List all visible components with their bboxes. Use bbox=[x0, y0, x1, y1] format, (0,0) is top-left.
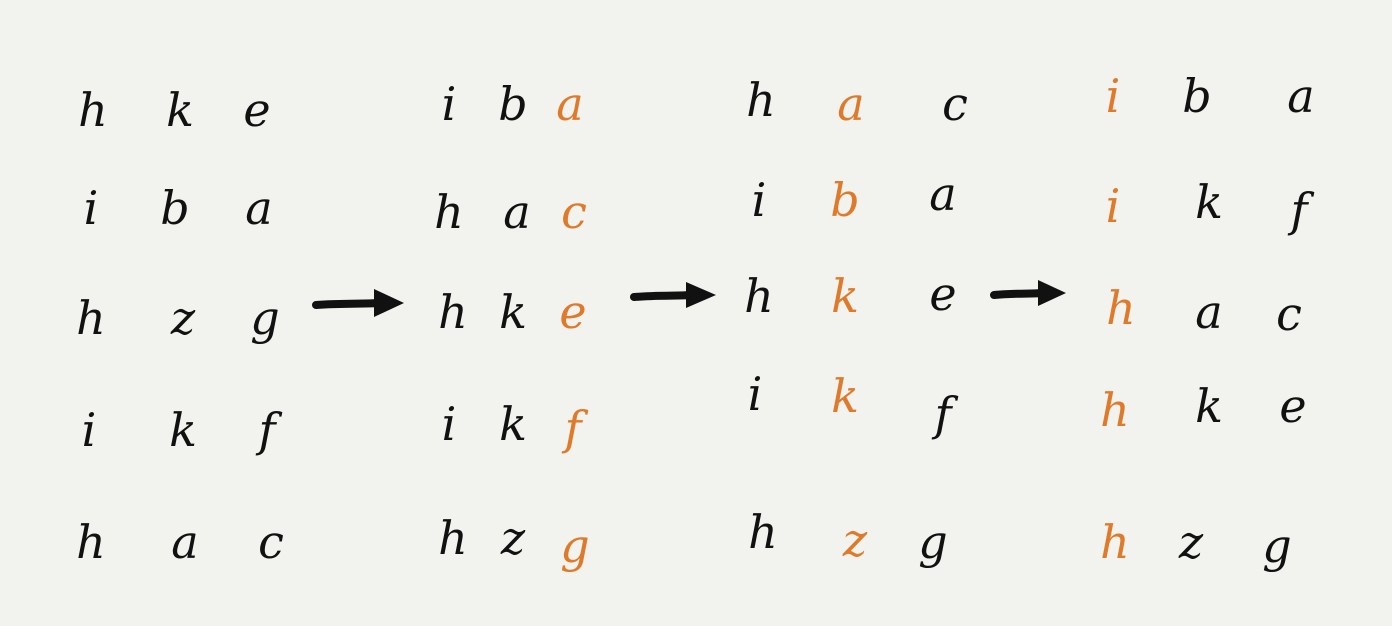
column-3-row-2-char-3: a bbox=[929, 167, 957, 221]
column-1-row-3-char-2: z bbox=[170, 291, 196, 345]
column-4-row-3-char-3: c bbox=[1276, 287, 1302, 341]
column-3-row-4-char-2: k bbox=[831, 369, 859, 423]
column-2-row-4-char-2: k bbox=[499, 397, 527, 451]
column-1-row-1-char-2: k bbox=[166, 83, 194, 137]
column-4-row-4-char-2: k bbox=[1195, 379, 1223, 433]
right-arrow-icon bbox=[990, 280, 1066, 306]
right-arrow-icon bbox=[630, 282, 716, 308]
column-3-row-3-char-1: h bbox=[744, 269, 774, 323]
column-2-row-2-char-2: a bbox=[503, 185, 531, 239]
column-1-row-3-char-1: h bbox=[76, 291, 106, 345]
column-1-row-4-char-3: f bbox=[258, 403, 276, 457]
column-4-row-1-char-3: a bbox=[1287, 69, 1315, 123]
column-4-row-1-char-2: b bbox=[1182, 69, 1212, 123]
column-1-row-4-char-2: k bbox=[169, 403, 197, 457]
column-3-row-5-char-2: z bbox=[842, 513, 868, 567]
column-2-row-5-char-2: z bbox=[500, 511, 526, 565]
column-4-row-2-char-1: i bbox=[1105, 179, 1121, 233]
column-1-row-5-char-3: c bbox=[258, 515, 284, 569]
column-1-row-1-char-1: h bbox=[78, 83, 108, 137]
column-3-row-5-char-1: h bbox=[748, 505, 778, 559]
column-1-row-2-char-1: i bbox=[83, 181, 99, 235]
column-3-row-2-char-2: b bbox=[830, 173, 860, 227]
column-4-row-2-char-2: k bbox=[1195, 175, 1223, 229]
column-4-row-3-char-2: a bbox=[1195, 285, 1223, 339]
column-2-row-5-char-3: g bbox=[560, 519, 590, 573]
column-4-row-5-char-2: z bbox=[1178, 515, 1204, 569]
column-3-row-1-char-1: h bbox=[746, 73, 776, 127]
column-3-row-2-char-1: i bbox=[751, 173, 767, 227]
column-4-row-5-char-3: g bbox=[1262, 519, 1292, 573]
column-4-row-4-char-3: e bbox=[1279, 379, 1307, 433]
column-3-row-1-char-3: c bbox=[942, 77, 968, 131]
column-2-row-1-char-3: a bbox=[556, 77, 584, 131]
column-4-row-4-char-1: h bbox=[1100, 383, 1130, 437]
column-4-row-5-char-1: h bbox=[1100, 515, 1130, 569]
column-2-row-3-char-3: e bbox=[559, 285, 587, 339]
column-2-row-2-char-1: h bbox=[434, 185, 464, 239]
column-1-row-3-char-3: g bbox=[250, 291, 280, 345]
column-4-row-1-char-1: i bbox=[1105, 69, 1121, 123]
column-1-row-4-char-1: i bbox=[81, 403, 97, 457]
column-2-row-4-char-3: f bbox=[564, 401, 582, 455]
column-3-row-5-char-3: g bbox=[918, 515, 948, 569]
column-4-row-2-char-3: f bbox=[1290, 183, 1308, 237]
column-2-row-2-char-3: c bbox=[561, 185, 587, 239]
column-2-row-3-char-2: k bbox=[499, 285, 527, 339]
column-1-row-5-char-2: a bbox=[171, 515, 199, 569]
column-4-row-3-char-1: h bbox=[1106, 281, 1136, 335]
column-2-row-4-char-1: i bbox=[441, 397, 457, 451]
column-3-row-3-char-3: e bbox=[929, 267, 957, 321]
column-2-row-1-char-1: i bbox=[441, 77, 457, 131]
column-3-row-4-char-3: f bbox=[934, 387, 952, 441]
column-2-row-3-char-1: h bbox=[438, 285, 468, 339]
column-1-row-2-char-2: b bbox=[160, 181, 190, 235]
column-1-row-2-char-3: a bbox=[245, 181, 273, 235]
column-3-row-3-char-2: k bbox=[831, 269, 859, 323]
column-3-row-1-char-2: a bbox=[837, 77, 865, 131]
column-3-row-4-char-1: i bbox=[747, 367, 763, 421]
column-1-row-1-char-3: e bbox=[243, 83, 271, 137]
column-2-row-1-char-2: b bbox=[498, 77, 528, 131]
column-2-row-5-char-1: h bbox=[438, 511, 468, 565]
right-arrow-icon bbox=[312, 289, 404, 317]
column-1-row-5-char-1: h bbox=[76, 515, 106, 569]
